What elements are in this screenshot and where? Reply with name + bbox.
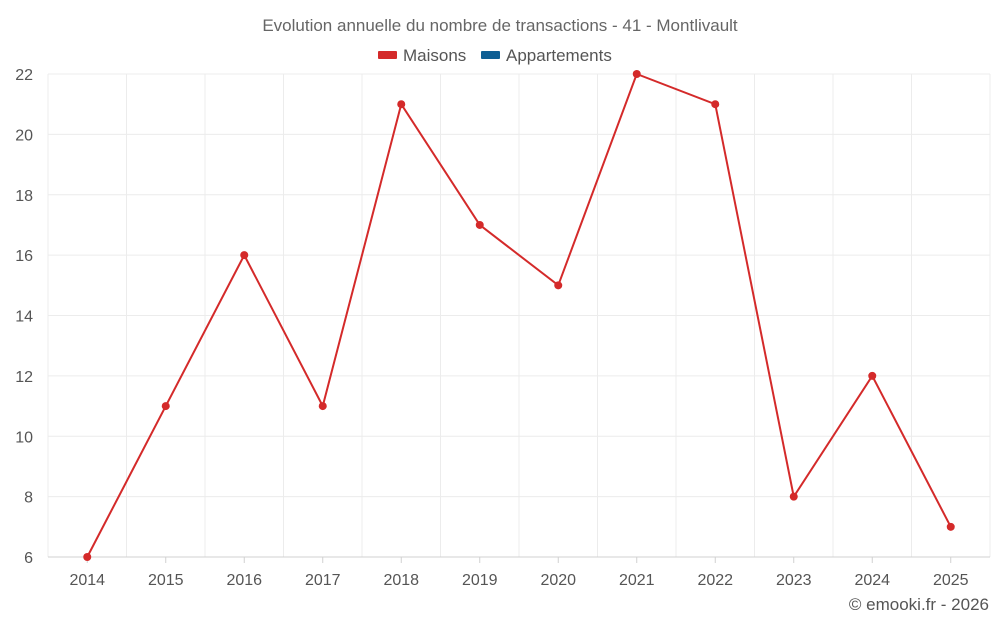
x-tick-label: 2017 <box>305 572 341 589</box>
data-point-maisons[interactable] <box>554 281 563 290</box>
series-layer <box>83 70 955 561</box>
series-line-maisons <box>86 72 952 558</box>
x-tick-label: 2015 <box>148 572 184 589</box>
data-point-maisons[interactable] <box>397 100 406 109</box>
x-tick-label: 2016 <box>226 572 262 589</box>
x-axis: 2014 2015 2016 2017 2018 2019 2020 2021 2022 2023… <box>48 556 990 589</box>
legend-label-maisons: Maisons <box>403 46 466 65</box>
x-tick-label: 2022 <box>697 572 733 589</box>
data-point-maisons[interactable] <box>711 100 720 109</box>
y-axis: 6 8 10 12 14 16 18 20 22 <box>15 67 33 567</box>
x-tick-label: 2019 <box>462 572 498 589</box>
y-tick-label: 6 <box>24 550 33 567</box>
x-tick-label: 2023 <box>776 572 812 589</box>
data-point-maisons[interactable] <box>632 70 641 78</box>
x-tick-label: 2025 <box>933 572 969 589</box>
grid-lines <box>47 73 991 558</box>
legend-swatch-appartements <box>481 51 500 59</box>
data-point-maisons[interactable] <box>318 402 327 411</box>
y-tick-label: 14 <box>15 309 33 326</box>
y-tick-label: 20 <box>15 127 33 144</box>
y-tick-label: 10 <box>15 429 33 446</box>
data-point-maisons[interactable] <box>475 220 484 229</box>
x-tick-label: 2014 <box>69 572 105 589</box>
data-point-maisons[interactable] <box>946 522 955 531</box>
legend-item-appartements[interactable]: Appartements <box>481 46 612 65</box>
x-tick-label: 2021 <box>619 572 655 589</box>
y-tick-label: 12 <box>15 369 33 386</box>
x-tick-label: 2024 <box>854 572 890 589</box>
y-tick-label: 8 <box>24 490 33 507</box>
copyright-credit: © emooki.fr - 2026 <box>849 595 989 614</box>
legend: Maisons Appartements <box>378 46 612 65</box>
data-point-maisons[interactable] <box>83 553 92 561</box>
y-tick-label: 18 <box>15 188 33 205</box>
chart-title: Evolution annuelle du nombre de transact… <box>262 16 738 35</box>
data-point-maisons[interactable] <box>868 371 877 380</box>
x-tick-label: 2020 <box>540 572 576 589</box>
y-tick-label: 16 <box>15 248 33 265</box>
legend-label-appartements: Appartements <box>506 46 612 65</box>
data-point-maisons[interactable] <box>161 402 170 411</box>
legend-swatch-maisons <box>378 51 397 59</box>
y-tick-label: 22 <box>15 67 33 84</box>
data-point-maisons[interactable] <box>240 251 249 260</box>
x-tick-label: 2018 <box>383 572 419 589</box>
legend-item-maisons[interactable]: Maisons <box>378 46 466 65</box>
data-point-maisons[interactable] <box>789 492 798 501</box>
